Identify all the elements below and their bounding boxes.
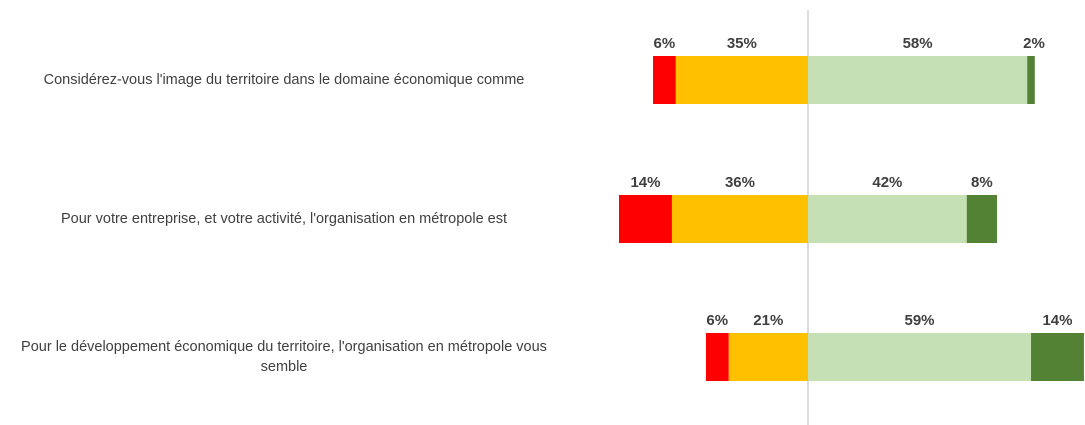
bar-segment — [619, 195, 672, 243]
value-label: 6% — [654, 35, 676, 52]
bar-segment — [808, 56, 1028, 104]
bar-segment — [808, 195, 967, 243]
bar-segment — [653, 56, 676, 104]
value-label: 58% — [903, 35, 933, 52]
value-label: 35% — [727, 35, 757, 52]
bar-segment — [671, 195, 808, 243]
bar-segment — [705, 333, 729, 381]
bar-segment — [808, 333, 1032, 381]
category-label: Considérez-vous l'image du territoire da… — [43, 72, 525, 88]
value-label: 14% — [630, 174, 660, 191]
value-label: 14% — [1042, 312, 1072, 329]
value-label: 36% — [725, 174, 755, 191]
bar-segment — [1031, 333, 1084, 381]
category-label: Pour le développement économique du terr… — [21, 339, 547, 375]
bar-segment — [675, 56, 808, 104]
category-label: Pour votre entreprise, et votre activité… — [60, 211, 508, 227]
value-label: 59% — [904, 312, 934, 329]
bar-segment — [728, 333, 808, 381]
bar-segment — [966, 195, 997, 243]
value-label: 8% — [971, 174, 993, 191]
value-label: 6% — [706, 312, 728, 329]
value-label: 2% — [1023, 35, 1045, 52]
value-label: 42% — [872, 174, 902, 191]
value-label: 21% — [753, 312, 783, 329]
bar-segment — [1027, 56, 1035, 104]
